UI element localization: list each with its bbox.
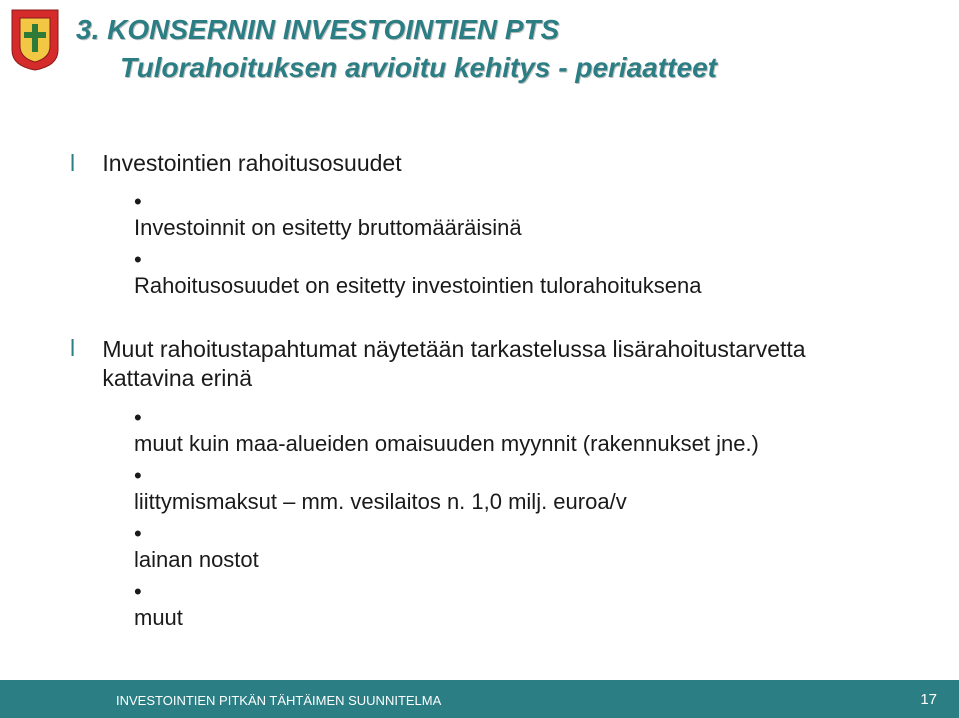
sub-bullet-text: lainan nostot	[134, 547, 867, 573]
sub-bullet-text: muut	[134, 605, 867, 631]
sub-bullet: • Rahoitusosuudet on esitetty investoint…	[134, 247, 889, 299]
dot-marker: •	[134, 579, 156, 605]
content-area: l Investointien rahoitusosuudet • Invest…	[70, 150, 889, 641]
footer-band: INVESTOINTIEN PITKÄN TÄHTÄIMEN SUUNNITEL…	[0, 680, 959, 718]
page-number: 17	[920, 691, 937, 708]
sub-bullet: • liittymismaksut – mm. vesilaitos n. 1,…	[134, 463, 889, 515]
footer-text: INVESTOINTIEN PITKÄN TÄHTÄIMEN SUUNNITEL…	[116, 693, 441, 708]
slide-title-line2: Tulorahoituksen arvioitu kehitys - peria…	[120, 52, 717, 84]
dot-marker: •	[134, 189, 156, 215]
bullet-text: Muut rahoitustapahtumat näytetään tarkas…	[102, 335, 862, 393]
dot-marker: •	[134, 247, 156, 273]
sub-bullet-group: • Investoinnit on esitetty bruttomääräis…	[134, 189, 889, 299]
dot-marker: •	[134, 405, 156, 431]
dot-marker: •	[134, 521, 156, 547]
bullet-text: Investointien rahoitusosuudet	[102, 150, 401, 177]
bullet-level1: l Muut rahoitustapahtumat näytetään tark…	[70, 335, 889, 631]
municipality-shield-icon	[8, 8, 62, 72]
sub-bullet-group: • muut kuin maa-alueiden omaisuuden myyn…	[134, 405, 889, 631]
sub-bullet: • lainan nostot	[134, 521, 889, 573]
sub-bullet-text: liittymismaksut – mm. vesilaitos n. 1,0 …	[134, 489, 867, 515]
sub-bullet-text: muut kuin maa-alueiden omaisuuden myynni…	[134, 431, 867, 457]
slide-title-line1: 3. KONSERNIN INVESTOINTIEN PTS	[76, 14, 559, 46]
sub-bullet: • Investoinnit on esitetty bruttomääräis…	[134, 189, 889, 241]
bullet-level1: l Investointien rahoitusosuudet • Invest…	[70, 150, 889, 299]
slide: 3. KONSERNIN INVESTOINTIEN PTS Tulorahoi…	[0, 0, 959, 718]
sub-bullet-text: Investoinnit on esitetty bruttomääräisin…	[134, 215, 867, 241]
dot-marker: •	[134, 463, 156, 489]
sub-bullet: • muut kuin maa-alueiden omaisuuden myyn…	[134, 405, 889, 457]
bullet-marker: l	[70, 150, 96, 177]
sub-bullet-text: Rahoitusosuudet on esitetty investointie…	[134, 273, 867, 299]
header-band: 3. KONSERNIN INVESTOINTIEN PTS Tulorahoi…	[0, 0, 959, 106]
bullet-marker: l	[70, 335, 96, 362]
sub-bullet: • muut	[134, 579, 889, 631]
